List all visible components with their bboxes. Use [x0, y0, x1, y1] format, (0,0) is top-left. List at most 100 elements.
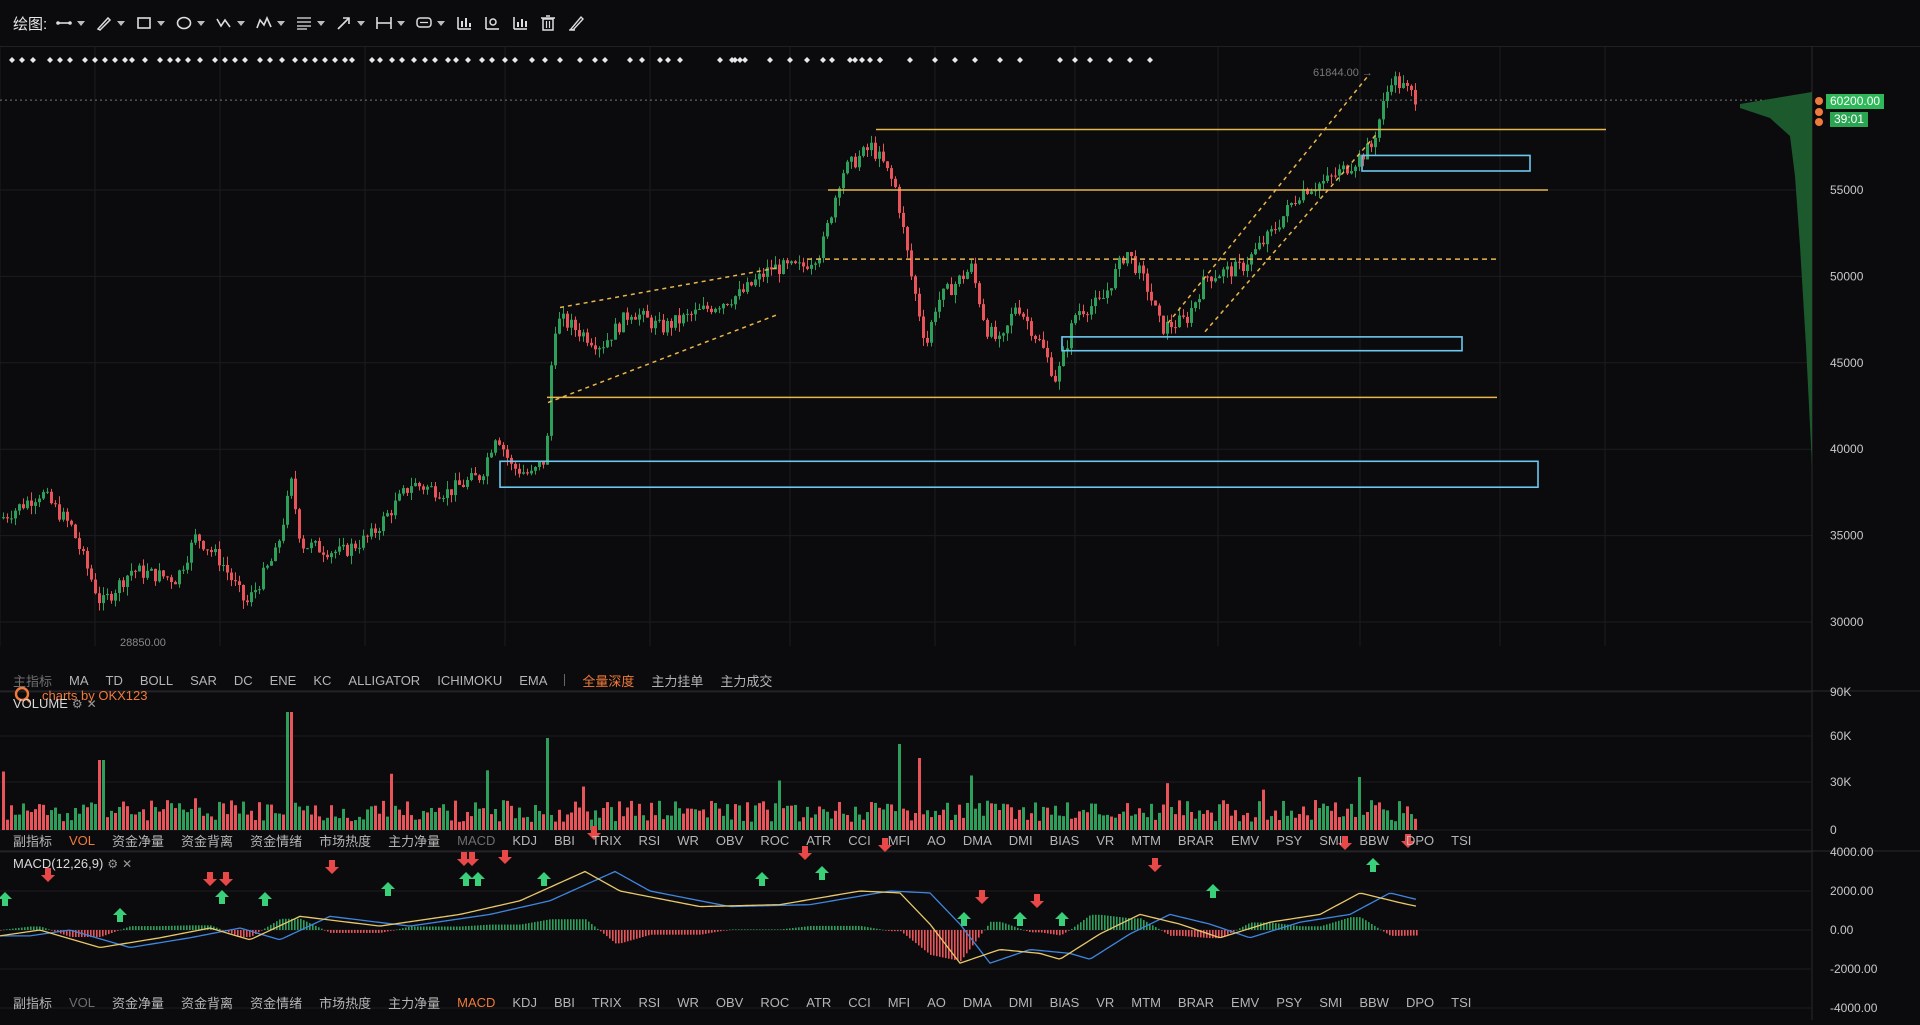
indicator-mtm[interactable]: MTM: [1131, 994, 1161, 1010]
indicator-brar[interactable]: BRAR: [1177, 994, 1215, 1010]
indicator-brar[interactable]: BRAR: [1177, 832, 1215, 848]
indicator-市场热度[interactable]: 市场热度: [319, 833, 372, 849]
indicator-ene[interactable]: ENE: [269, 672, 297, 688]
delete-tool-button[interactable]: [539, 8, 557, 38]
indicator-vr[interactable]: VR: [1096, 994, 1115, 1010]
indicator-ao[interactable]: AO: [927, 994, 946, 1010]
ellipse-tool-button[interactable]: [175, 8, 206, 38]
indicator-ichimoku[interactable]: ICHIMOKU: [437, 672, 503, 688]
indicator-wr[interactable]: WR: [677, 994, 699, 1010]
gear-icon[interactable]: ⚙: [71, 696, 83, 711]
chart-tool-button[interactable]: [483, 8, 501, 38]
indicator-dmi[interactable]: DMI: [1008, 832, 1033, 848]
indicator-smi[interactable]: SMI: [1319, 994, 1343, 1010]
indicator-macd[interactable]: MACD: [457, 994, 496, 1010]
indicator-vol[interactable]: VOL: [69, 832, 96, 848]
bars-tool-button[interactable]: [455, 8, 473, 38]
indicator-kdj[interactable]: KDJ: [512, 832, 537, 848]
indicator-资金背离[interactable]: 资金背离: [181, 995, 234, 1011]
indicator-资金背离[interactable]: 资金背离: [181, 833, 234, 849]
indicator-资金情绪[interactable]: 资金情绪: [250, 995, 303, 1011]
chevron-down-icon[interactable]: [357, 20, 366, 26]
indicator-bias[interactable]: BIAS: [1049, 994, 1080, 1010]
rect-tool-button[interactable]: [135, 8, 166, 38]
indicator-主力净量[interactable]: 主力净量: [388, 995, 441, 1011]
indicator-tsi[interactable]: TSI: [1451, 994, 1472, 1010]
indicator-emv[interactable]: EMV: [1231, 832, 1260, 848]
chevron-down-icon[interactable]: [77, 20, 86, 26]
indicator-roc[interactable]: ROC: [760, 832, 790, 848]
indicator-主力成交[interactable]: 主力成交: [720, 673, 773, 689]
measure-tool-button[interactable]: [375, 8, 406, 38]
close-icon[interactable]: ✕: [86, 696, 97, 711]
indicator-bias[interactable]: BIAS: [1049, 832, 1080, 848]
indicator-rsi[interactable]: RSI: [638, 994, 661, 1010]
indicator-kdj[interactable]: KDJ: [512, 994, 537, 1010]
indicator-全量深度[interactable]: 全量深度: [582, 673, 635, 689]
chevron-down-icon[interactable]: [317, 20, 326, 26]
indicator-主力净量[interactable]: 主力净量: [388, 833, 441, 849]
indicator-tsi[interactable]: TSI: [1451, 832, 1472, 848]
indicator-wr[interactable]: WR: [677, 832, 699, 848]
indicator-alligator[interactable]: ALLIGATOR: [348, 672, 421, 688]
stats-tool-button[interactable]: [511, 8, 529, 38]
indicator-boll[interactable]: BOLL: [139, 672, 174, 688]
indicator-psy[interactable]: PSY: [1276, 832, 1303, 848]
pen-tool-button[interactable]: [95, 8, 126, 38]
indicator-dma[interactable]: DMA: [962, 994, 992, 1010]
brush-tool-button[interactable]: [567, 8, 585, 38]
indicator-dmi[interactable]: DMI: [1008, 994, 1033, 1010]
indicator-bbi[interactable]: BBI: [553, 832, 575, 848]
fib-tool-button[interactable]: [295, 8, 326, 38]
chart-canvas[interactable]: 55000 50000 45000 40000 35000 30000 61844.00 →…: [0, 45, 1920, 1020]
indicator-smi[interactable]: SMI: [1319, 832, 1343, 848]
chevron-down-icon[interactable]: [277, 20, 286, 26]
indicator-roc[interactable]: ROC: [760, 994, 790, 1010]
indicator-atr[interactable]: ATR: [806, 994, 832, 1010]
chevron-down-icon[interactable]: [437, 20, 446, 26]
indicator-sar[interactable]: SAR: [190, 672, 217, 688]
indicator-ao[interactable]: AO: [927, 832, 946, 848]
gear-icon[interactable]: ⚙: [107, 856, 119, 871]
chevron-down-icon[interactable]: [117, 20, 126, 26]
indicator-bbw[interactable]: BBW: [1359, 832, 1389, 848]
chevron-down-icon[interactable]: [157, 20, 166, 26]
indicator-emv[interactable]: EMV: [1231, 994, 1260, 1010]
pattern-tool-button[interactable]: [255, 8, 286, 38]
indicator-vr[interactable]: VR: [1096, 832, 1115, 848]
indicator-cci[interactable]: CCI: [848, 832, 871, 848]
indicator-主力挂单[interactable]: 主力挂单: [651, 673, 704, 689]
indicator-obv[interactable]: OBV: [715, 832, 744, 848]
indicator-atr[interactable]: ATR: [806, 832, 832, 848]
indicator-mfi[interactable]: MFI: [887, 994, 911, 1010]
indicator-obv[interactable]: OBV: [715, 994, 744, 1010]
indicator-mfi[interactable]: MFI: [887, 832, 911, 848]
chevron-down-icon[interactable]: [237, 20, 246, 26]
chevron-down-icon[interactable]: [397, 20, 406, 26]
chart-area[interactable]: 55000 50000 45000 40000 35000 30000 61844.00 →…: [0, 45, 1920, 1020]
indicator-dpo[interactable]: DPO: [1405, 832, 1435, 848]
indicator-trix[interactable]: TRIX: [591, 832, 622, 848]
indicator-资金净量[interactable]: 资金净量: [112, 995, 165, 1011]
comment-tool-button[interactable]: [415, 8, 446, 38]
indicator-ma[interactable]: MA: [69, 672, 89, 688]
close-icon[interactable]: ✕: [122, 856, 133, 871]
indicator-mtm[interactable]: MTM: [1131, 832, 1161, 848]
indicator-trix[interactable]: TRIX: [591, 994, 622, 1010]
line-tool-button[interactable]: [55, 8, 86, 38]
indicator-dc[interactable]: DC: [233, 672, 253, 688]
indicator-市场热度[interactable]: 市场热度: [319, 995, 372, 1011]
chevron-down-icon[interactable]: [197, 20, 206, 26]
indicator-dma[interactable]: DMA: [962, 832, 992, 848]
indicator-资金净量[interactable]: 资金净量: [112, 833, 165, 849]
indicator-vol[interactable]: VOL: [69, 994, 96, 1010]
wave-tool-button[interactable]: [215, 8, 246, 38]
indicator-资金情绪[interactable]: 资金情绪: [250, 833, 303, 849]
arrow-tool-button[interactable]: [335, 8, 366, 38]
indicator-cci[interactable]: CCI: [848, 994, 871, 1010]
indicator-psy[interactable]: PSY: [1276, 994, 1303, 1010]
indicator-bbw[interactable]: BBW: [1359, 994, 1389, 1010]
indicator-dpo[interactable]: DPO: [1405, 994, 1435, 1010]
indicator-rsi[interactable]: RSI: [638, 832, 661, 848]
indicator-ema[interactable]: EMA: [519, 672, 548, 688]
